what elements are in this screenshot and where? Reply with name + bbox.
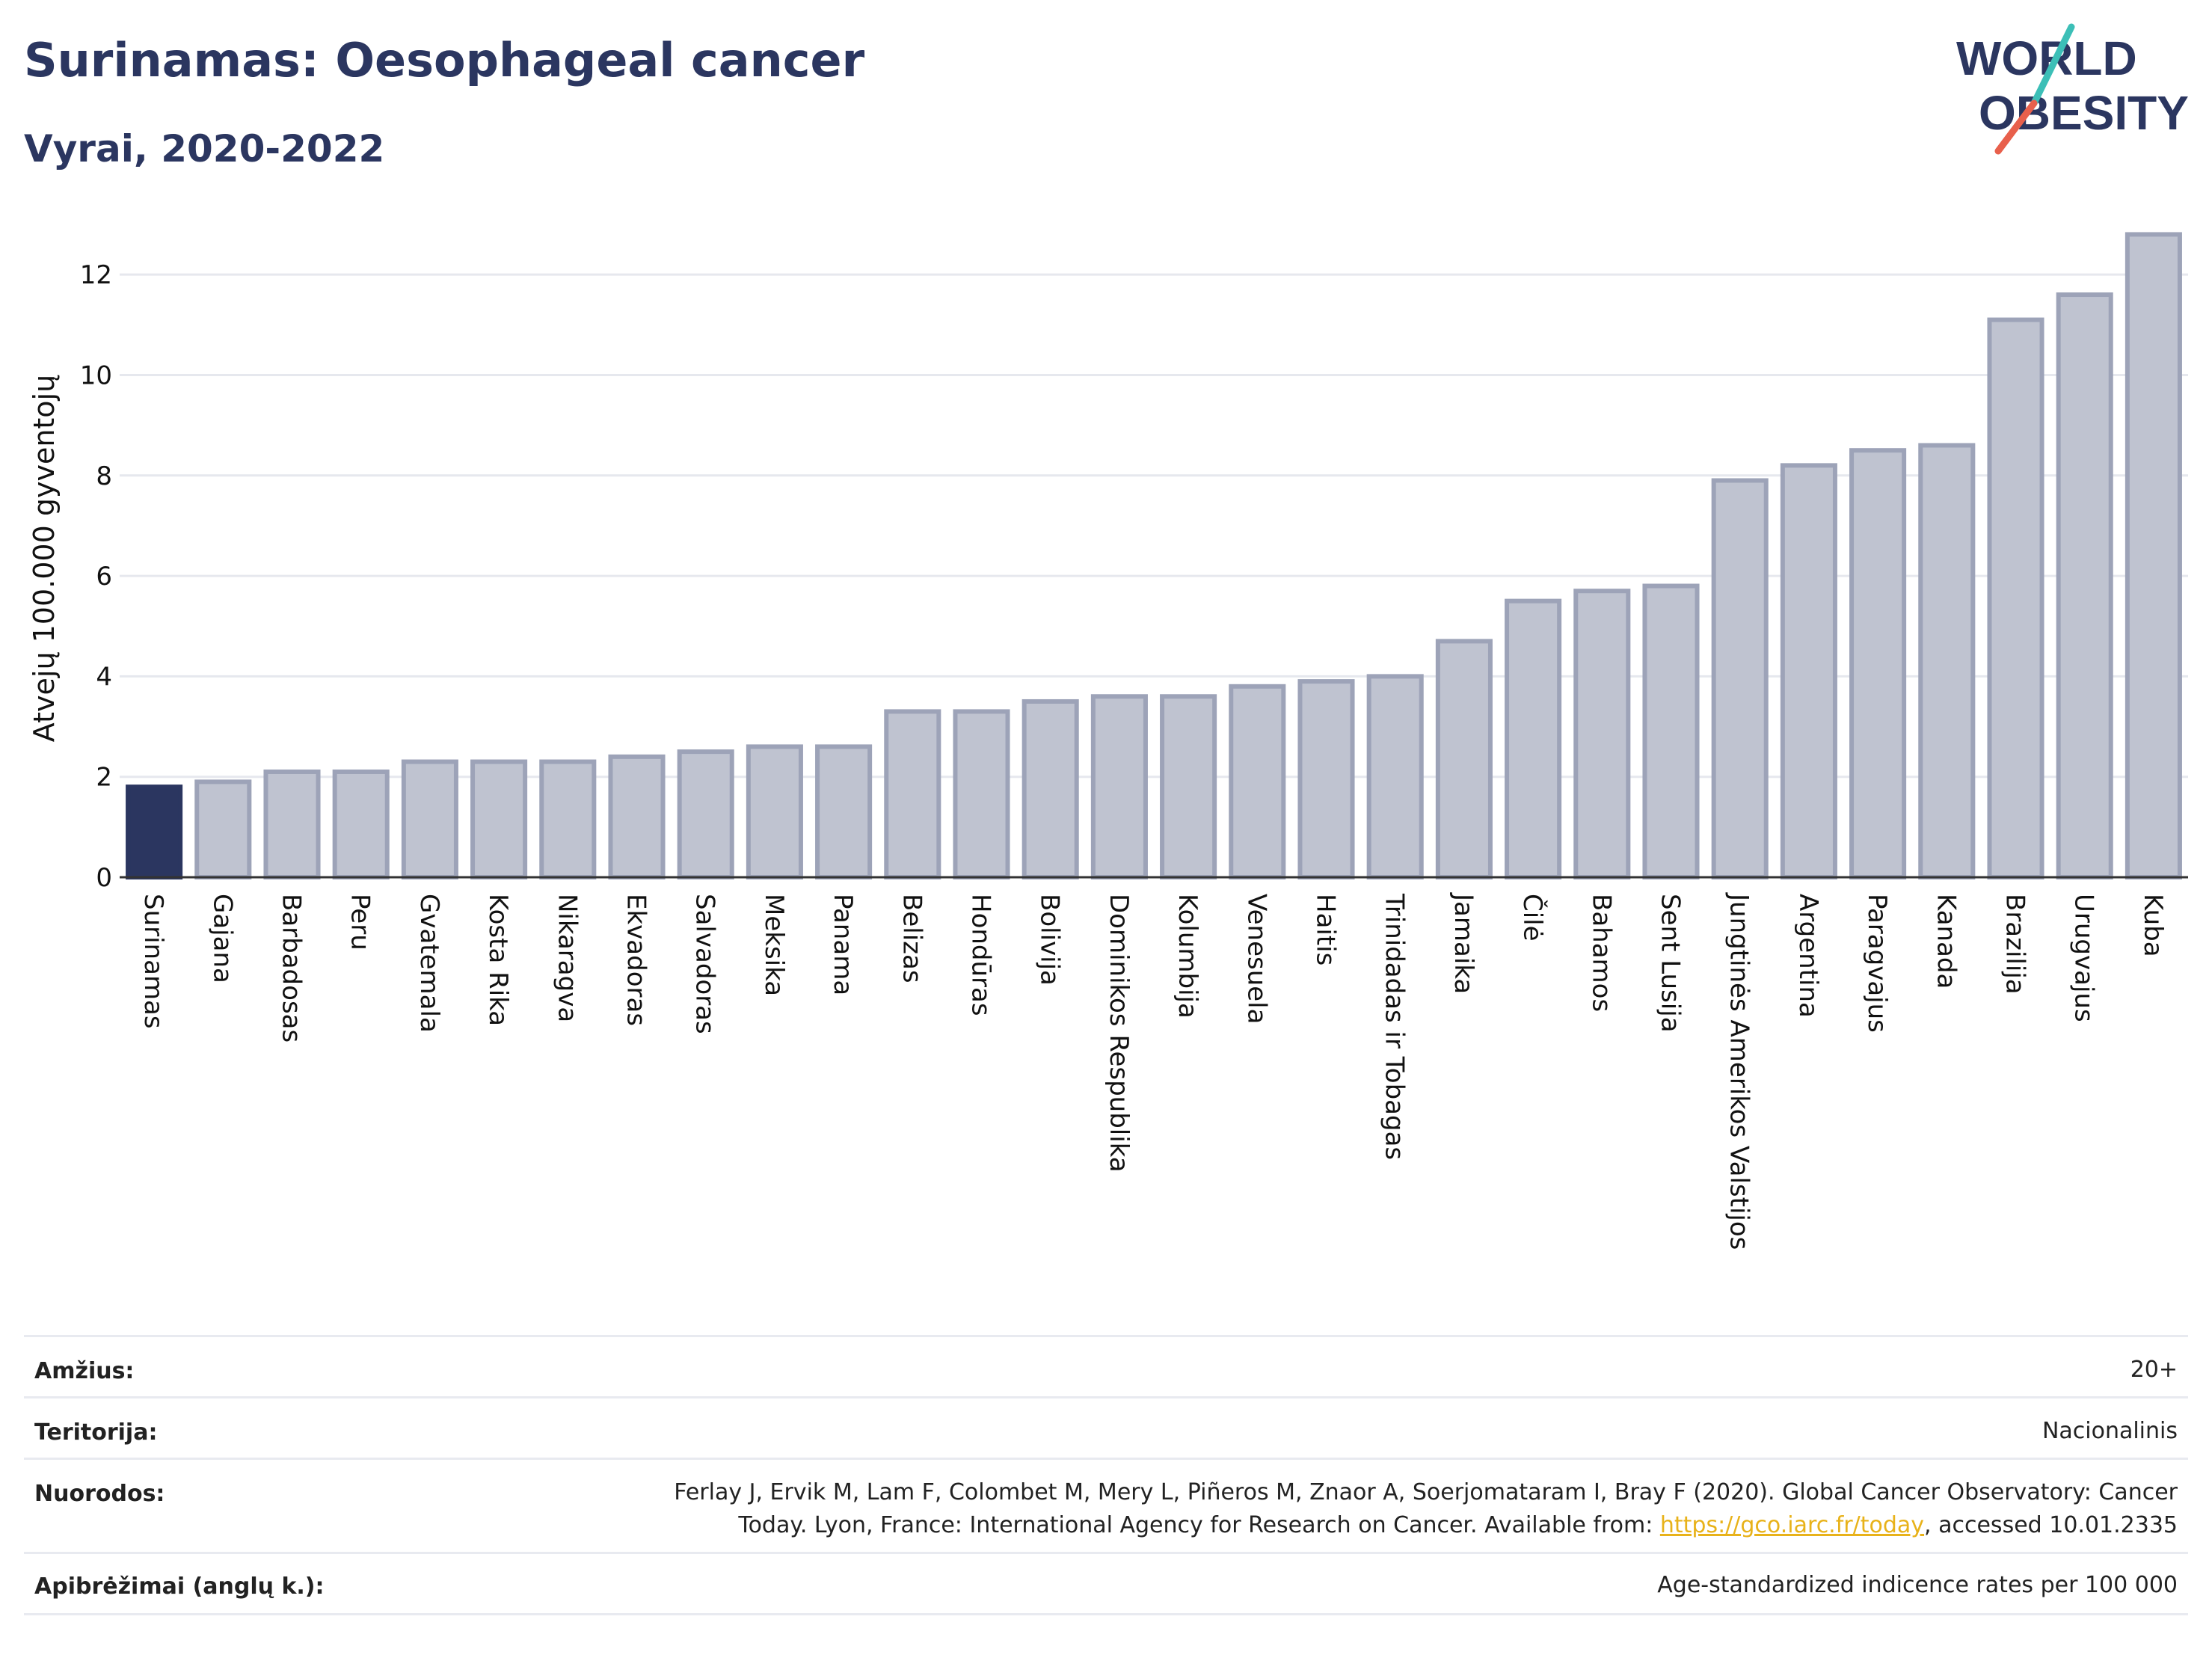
x-tick-label: Kosta Rika: [483, 894, 513, 1026]
bar-5: [401, 759, 458, 879]
bar-1: [126, 784, 183, 879]
bar-2: [194, 779, 252, 880]
y-axis: 0 2 4 6 8 10 12: [80, 260, 112, 893]
bar-28: [1987, 317, 2044, 880]
x-tick-label: Ekvadoras: [621, 894, 651, 1026]
x-tick-label: Kanada: [1931, 894, 1961, 989]
info-label-definitions: Apibrėžimai (anglų k.):: [34, 1573, 325, 1600]
references-line-2: Today. Lyon, France: International Agenc…: [570, 1509, 2178, 1542]
x-tick-label: Panama: [828, 894, 858, 995]
x-tick-label: Urugvajus: [2069, 894, 2099, 1022]
logo-slash-bottom: [1994, 99, 2038, 155]
bar-20: [1435, 639, 1493, 880]
info-value-territory: Nacionalinis: [2042, 1418, 2178, 1444]
x-tick-label: Venesuela: [1241, 894, 1271, 1024]
x-tick-label: Bolivija: [1035, 894, 1065, 986]
info-value-definitions: Age-standardized indicence rates per 100…: [1657, 1572, 2178, 1598]
bar-4: [332, 769, 390, 879]
bar-6: [470, 759, 528, 879]
x-tick-label: Surinamas: [138, 894, 168, 1029]
bar-13: [953, 709, 1010, 880]
page-subtitle: Vyrai, 2020-2022: [24, 127, 385, 171]
bar-11: [815, 744, 873, 880]
x-tick-label: Argentina: [1793, 894, 1823, 1018]
bar-16: [1160, 694, 1217, 879]
bar-21: [1505, 598, 1562, 880]
info-label-age: Amžius:: [34, 1358, 135, 1384]
page-title: Surinamas: Oesophageal cancer: [24, 33, 865, 87]
x-tick-label: Kuba: [2138, 894, 2168, 957]
bar-17: [1229, 684, 1286, 879]
references-link[interactable]: https://gco.iarc.fr/today: [1659, 1512, 1925, 1538]
bar-9: [677, 749, 734, 879]
bar-23: [1642, 583, 1700, 879]
world-obesity-logo: WORLD OBESITY: [1956, 23, 2189, 155]
bar-3: [263, 769, 321, 879]
x-tick-label: Jamaika: [1448, 892, 1478, 994]
x-tick-label: Jungtinės Amerikos Valstijos: [1724, 892, 1754, 1250]
gridlines: [120, 273, 2188, 779]
x-tick-label: Sent Lusija: [1656, 894, 1686, 1033]
bar-27: [1918, 443, 1976, 879]
bar-12: [884, 709, 941, 880]
y-tick-label: 8: [96, 461, 112, 491]
x-tick-label: Barbadosas: [277, 894, 307, 1043]
bar-14: [1021, 698, 1079, 880]
info-label-references: Nuorodos:: [34, 1481, 165, 1507]
x-tick-label: Peru: [345, 894, 375, 951]
x-tick-label: Hondūras: [966, 894, 996, 1016]
bar-29: [2056, 292, 2113, 879]
x-tick-label: Trinidadas ir Tobagas: [1380, 893, 1410, 1160]
logo-slash-top: [2030, 23, 2075, 107]
info-bottom-divider: [24, 1613, 2188, 1615]
x-tick-label: Haitis: [1311, 894, 1341, 965]
info-row-age: Amžius: 20+: [24, 1335, 2188, 1398]
x-tick-label: Dominikos Respublika: [1104, 894, 1134, 1173]
info-row-references: Nuorodos: Ferlay J, Ervik M, Lam F, Colo…: [24, 1458, 2188, 1554]
y-tick-label: 12: [80, 260, 112, 290]
bar-10: [746, 744, 803, 880]
bar-24: [1711, 478, 1769, 879]
bar-30: [2125, 232, 2182, 879]
x-tick-label: Meksika: [759, 894, 789, 996]
bar-22: [1573, 589, 1631, 879]
x-tick-label: Nikaragva: [552, 894, 582, 1022]
bar-19: [1366, 674, 1424, 880]
bars: [126, 232, 2182, 880]
x-tick-label: Kolumbija: [1173, 894, 1202, 1019]
info-row-territory: Teritorija: Nacionalinis: [24, 1396, 2188, 1460]
references-text-pre: Today. Lyon, France: International Agenc…: [738, 1512, 1660, 1538]
x-axis-labels: Surinamas Gajana Barbadosas Peru Gvatemala Ko…: [138, 892, 2168, 1250]
y-tick-label: 2: [96, 763, 112, 793]
references-line-1: Ferlay J, Ervik M, Lam F, Colombet M, Me…: [674, 1479, 2178, 1505]
bar-8: [608, 754, 666, 879]
y-tick-label: 4: [96, 662, 112, 692]
x-tick-label: Bahamos: [1586, 894, 1616, 1012]
info-value-references: Ferlay J, Ervik M, Lam F, Colombet M, Me…: [570, 1476, 2178, 1542]
y-axis-title: Atvejų 100.000 gyventojų: [28, 375, 61, 742]
references-text-post: , accessed 10.01.2335: [1924, 1512, 2178, 1538]
bar-25: [1780, 463, 1837, 879]
x-tick-label: Belizas: [897, 894, 927, 983]
x-tick-label: Salvadoras: [690, 894, 720, 1034]
bar-26: [1849, 448, 1907, 879]
y-tick-label: 10: [80, 360, 112, 390]
x-tick-label: Paragvajus: [1862, 894, 1892, 1033]
x-tick-label: Čilė: [1517, 894, 1548, 942]
bar-15: [1090, 694, 1148, 879]
info-row-definitions: Apibrėžimai (anglų k.): Age-standardized…: [24, 1552, 2188, 1615]
bar-chart: 0 2 4 6 8 10 12 Surinamas Gajana Barbadosas Peru G…: [28, 232, 2188, 1250]
info-value-age: 20+: [2130, 1357, 2178, 1383]
bar-7: [539, 759, 597, 879]
y-tick-label: 0: [96, 863, 112, 893]
y-tick-label: 6: [96, 562, 112, 592]
info-label-territory: Teritorija:: [34, 1419, 158, 1446]
x-tick-label: Brazilija: [2000, 894, 2030, 995]
x-tick-label: Gajana: [207, 894, 237, 983]
x-tick-label: Gvatemala: [414, 894, 444, 1033]
bar-18: [1297, 679, 1355, 879]
